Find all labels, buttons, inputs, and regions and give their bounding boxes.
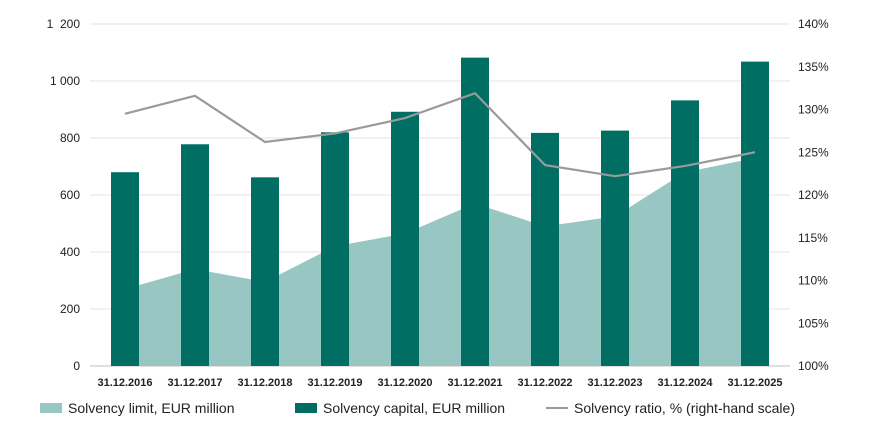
left-tick-label: 200	[60, 302, 80, 316]
x-tick-label: 31.12.2017	[167, 377, 222, 389]
solvency-capital-bar	[321, 132, 349, 366]
x-tick-label: 31.12.2024	[657, 377, 713, 389]
right-tick-label: 120%	[798, 188, 829, 202]
right-tick-label: 100%	[798, 359, 829, 373]
solvency-limit-area	[125, 157, 755, 366]
left-tick-label: 600	[60, 188, 80, 202]
right-tick-label: 125%	[798, 145, 829, 159]
right-y-axis: 100% 105% 110% 115% 120% 125% 130% 135% 140%	[798, 17, 829, 373]
solvency-capital-bar	[251, 177, 279, 366]
right-tick-label: 130%	[798, 103, 829, 117]
left-y-axis: 0 200 400 600 800 1 000 1 200	[47, 17, 81, 373]
legend-label-solvency-ratio: Solvency ratio, % (right-hand scale)	[574, 400, 795, 416]
solvency-ratio-line-layer	[124, 91, 756, 178]
solvency-ratio-line	[124, 91, 756, 178]
solvency-capital-bar-layer	[111, 57, 769, 367]
legend-item-solvency-capital: Solvency capital, EUR million	[295, 400, 505, 416]
left-tick-label: 1 200	[47, 17, 81, 31]
combo-chart: 0 200 400 600 800 1 000 1 200 100% 105% 110% 115%…	[47, 17, 829, 389]
solvency-capital-bar	[601, 130, 629, 366]
right-tick-label: 105%	[798, 316, 829, 330]
left-tick-label: 1 000	[50, 74, 80, 88]
right-tick-label: 140%	[798, 17, 829, 31]
solvency-limit-area-layer	[124, 157, 756, 366]
legend-swatch-solvency-capital	[295, 403, 317, 413]
x-tick-label: 31.12.2019	[307, 377, 362, 389]
left-tick-label: 800	[60, 131, 80, 145]
legend-item-solvency-ratio: Solvency ratio, % (right-hand scale)	[546, 400, 795, 416]
legend-swatch-solvency-ratio	[546, 407, 568, 409]
x-tick-label: 31.12.2021	[447, 377, 502, 389]
legend-label-solvency-limit: Solvency limit, EUR million	[68, 400, 235, 416]
x-tick-label: 31.12.2023	[587, 377, 642, 389]
left-tick-label: 400	[60, 245, 80, 259]
solvency-capital-bar	[671, 100, 699, 366]
x-tick-label: 31.12.2025	[727, 377, 782, 389]
right-tick-label: 110%	[798, 274, 828, 288]
legend-swatch-solvency-limit	[40, 403, 62, 413]
solvency-capital-bar	[531, 132, 559, 366]
solvency-capital-bar	[391, 111, 419, 366]
solvency-capital-bar	[111, 172, 139, 366]
left-tick-label: 0	[73, 359, 80, 373]
legend: Solvency limit, EUR million Solvency cap…	[0, 398, 870, 422]
x-tick-label: 31.12.2020	[377, 377, 432, 389]
solvency-capital-bar	[741, 61, 769, 367]
right-tick-label: 135%	[798, 60, 829, 74]
legend-label-solvency-capital: Solvency capital, EUR million	[323, 400, 506, 416]
x-axis: 31.12.2016 31.12.2017 31.12.2018 31.12.2019…	[97, 377, 782, 389]
x-tick-label: 31.12.2018	[237, 377, 292, 389]
solvency-capital-bar	[461, 57, 489, 366]
x-tick-label: 31.12.2016	[97, 377, 152, 389]
right-tick-label: 115%	[798, 231, 828, 245]
legend-item-solvency-limit: Solvency limit, EUR million	[40, 400, 234, 416]
solvency-capital-bar	[181, 144, 209, 366]
x-tick-label: 31.12.2022	[517, 377, 572, 389]
